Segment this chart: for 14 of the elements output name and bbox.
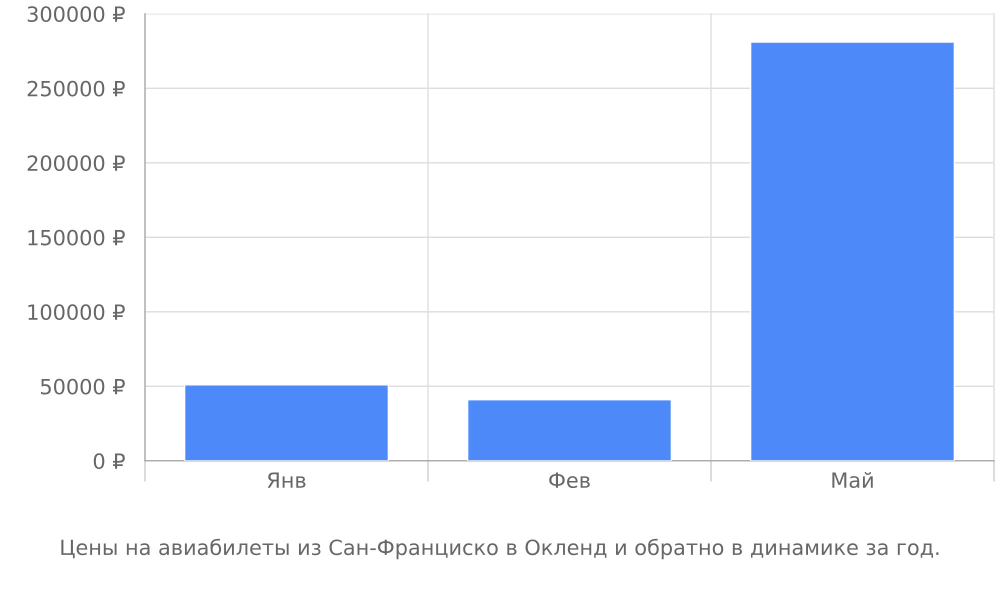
x-tick-label: Янв [268, 472, 306, 488]
bar [466, 399, 672, 461]
x-tick-label: Май [832, 472, 873, 488]
y-tick-label: 250000 ₽ [28, 80, 125, 97]
bar [184, 384, 390, 461]
y-tick-label: 200000 ₽ [28, 155, 125, 172]
text: Цены на авиабилеты из Сан-Франциско в Окленд и обратно в динамике за год. [61, 538, 938, 560]
x-tick-label: Фев [549, 472, 590, 488]
y-tick-label: 150000 ₽ [28, 230, 125, 246]
y-tick-label: 300000 ₽ [28, 6, 125, 22]
y-tick-label: 50000 ₽ [41, 378, 125, 395]
y-tick-label: 0 ₽ [94, 453, 125, 470]
y-tick-label: 100000 ₽ [28, 304, 125, 320]
bar [750, 41, 956, 461]
